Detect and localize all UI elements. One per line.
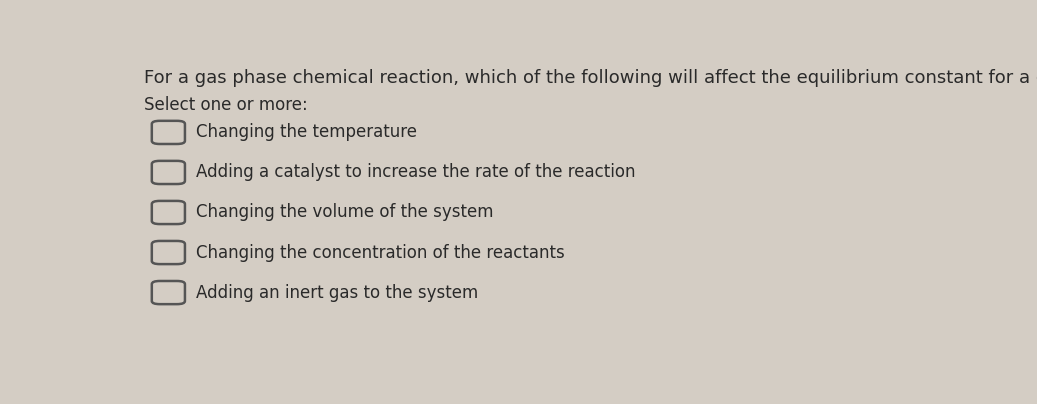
Text: For a gas phase chemical reaction, which of the following will affect the equili: For a gas phase chemical reaction, which… [143, 69, 1037, 86]
Text: Adding an inert gas to the system: Adding an inert gas to the system [196, 284, 478, 301]
Text: Adding a catalyst to increase the rate of the reaction: Adding a catalyst to increase the rate o… [196, 164, 635, 181]
Text: Changing the volume of the system: Changing the volume of the system [196, 204, 493, 221]
Text: Changing the concentration of the reactants: Changing the concentration of the reacta… [196, 244, 564, 261]
Text: Select one or more:: Select one or more: [143, 96, 307, 114]
Text: Changing the temperature: Changing the temperature [196, 123, 417, 141]
